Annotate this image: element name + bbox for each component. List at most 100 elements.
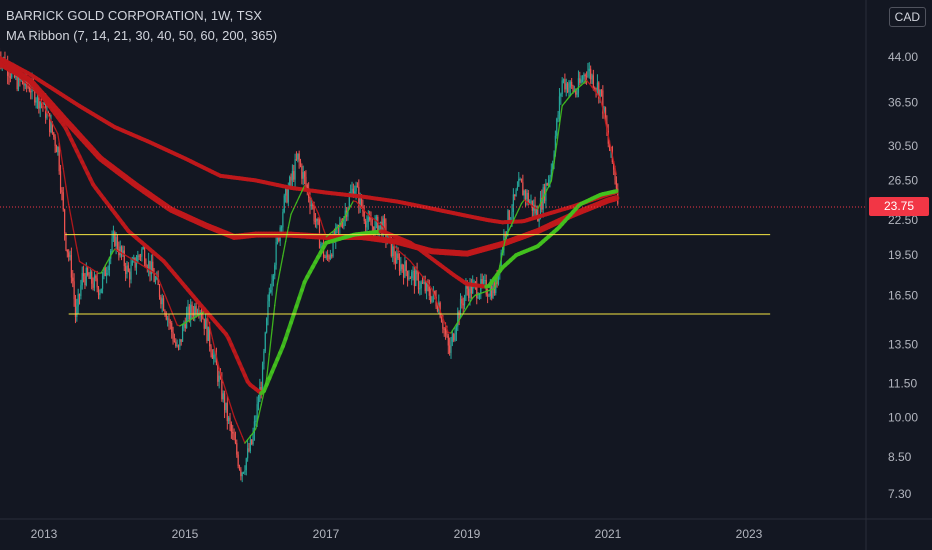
candle-body [591,75,593,80]
candle-body [344,210,346,218]
candle-body [504,234,506,237]
ma-7-line [610,148,615,163]
ma-7-line [295,196,300,204]
ma-7-line [111,248,116,254]
candle-body [148,260,150,269]
ma-7-line [252,428,257,434]
candle-body [173,340,176,342]
candle-body [130,265,132,280]
ma-7-line [306,189,311,197]
candle-body [416,270,418,275]
candle-body [59,171,62,190]
candle-body [575,90,577,95]
candle-body [533,204,535,211]
candle-body [405,261,407,272]
candle-body [72,277,74,282]
price-tick-label: 16.50 [888,289,918,303]
candle-body [274,265,276,276]
candle-body [313,205,315,221]
candle-body [266,318,268,333]
candle-body [592,75,594,88]
time-axis[interactable]: 2013 2015 2017 2019 2021 2023 [31,527,763,541]
ma-7-line [504,231,509,241]
candle-body [30,91,32,93]
ma-7-line [244,439,249,444]
ma-7-line [461,310,466,317]
candle-body [221,377,223,400]
candle-body [68,252,70,257]
currency-button[interactable]: CAD [888,7,926,27]
candle-body [320,244,322,249]
ma-7-line [314,206,319,214]
candle-body [454,334,456,341]
candle-body [23,84,25,86]
ma-7-line [246,435,251,441]
candle-body [115,236,117,246]
price-tick-label: 13.50 [888,337,918,351]
candle-body [453,333,455,341]
candle-body [332,234,334,257]
candle-body [245,458,247,471]
ma-7-line [73,232,78,249]
ma-7-line [209,325,214,340]
ma-7-line [57,133,62,152]
candle-body [519,179,521,181]
time-tick-label: 2021 [595,527,622,541]
candle-body [615,180,618,189]
candle-body [176,345,178,347]
candle-body [516,186,519,190]
time-tick-label: 2017 [313,527,340,541]
ma-7-line [287,213,292,229]
candle-body [327,255,329,257]
candle-body [126,265,128,274]
price-axis[interactable]: 44.00 36.50 30.50 26.50 22.50 19.50 16.50 13.50… [888,50,918,501]
candle-body [135,263,138,268]
candle-body [256,404,258,421]
candle-body [577,78,580,93]
candle-body [137,255,139,264]
candle-body [78,294,81,297]
candle-body [247,448,249,459]
ma-7-line [547,180,552,188]
ma-7-line [222,381,227,392]
ma-7-line [268,329,273,355]
indicator-legend[interactable]: MA Ribbon (7, 14, 21, 30, 40, 50, 60, 20… [6,28,278,43]
candle-body [111,238,113,251]
ma-7-line [290,207,295,215]
candle-body [534,204,536,214]
candle-body [118,249,120,256]
candle-body [373,226,375,235]
candle-body [515,189,517,197]
candle-body [143,247,146,264]
candle-body [249,439,251,452]
candle-body [512,194,514,213]
candle-body [425,282,428,292]
candle-body [375,216,378,221]
ma-7-line [537,202,542,210]
ma-7-line [65,185,70,206]
candle-body [287,187,289,203]
ma-7-line [263,377,268,394]
ma-7-line [43,106,48,114]
candle-body [572,85,574,92]
ma-7-line [453,323,458,330]
candle-body [489,286,491,297]
candle-body [131,260,133,266]
candle-body [289,176,291,188]
ma-7-line [591,86,596,92]
candle-body [527,192,529,203]
candle-body [381,221,383,235]
candle-body [112,232,115,239]
candle-body [487,294,489,297]
candle-body [177,345,180,347]
candle-body [549,176,551,180]
ma-7-line [282,241,287,257]
candle-body [168,318,170,323]
candle-body [397,253,399,259]
candle-body [229,417,231,424]
candle-body [434,291,436,298]
candle-body [284,189,287,196]
candle-body [141,248,143,257]
ma-7-line [417,270,422,276]
